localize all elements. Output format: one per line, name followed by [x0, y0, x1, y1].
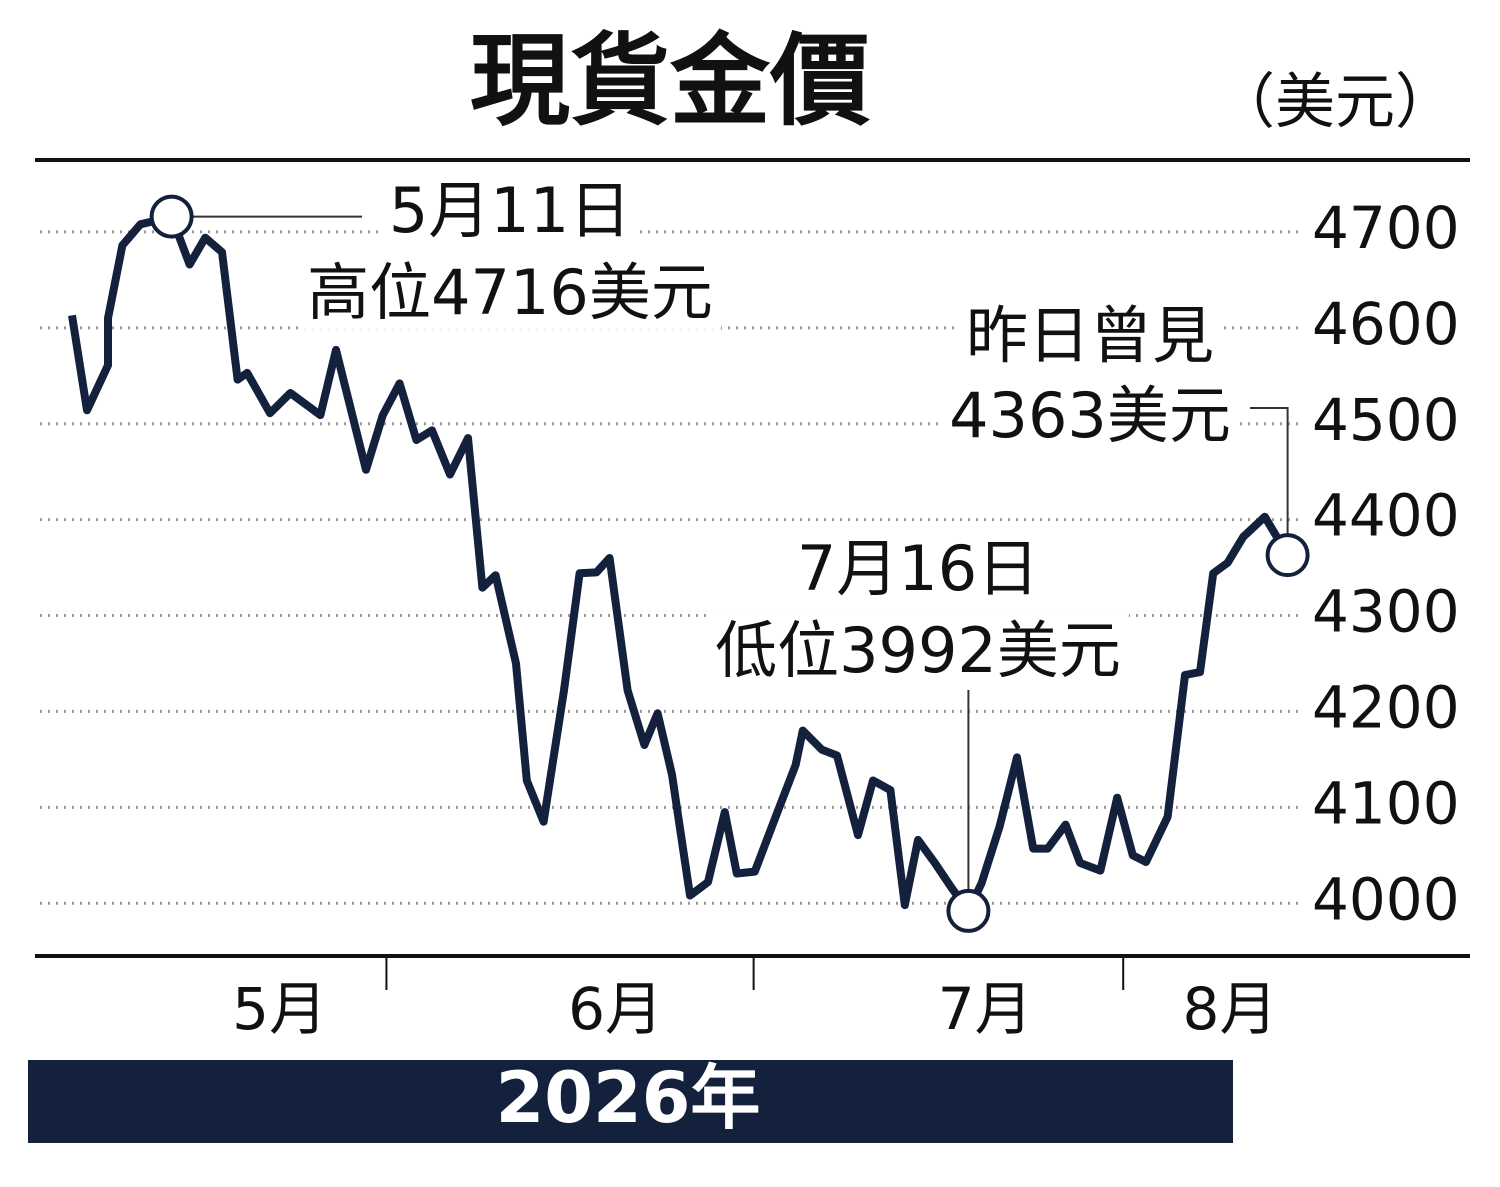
- price-line: [68, 212, 1292, 915]
- y-tick-label: 4100: [1312, 769, 1460, 837]
- x-tick-label: 6月: [568, 975, 663, 1043]
- marker: [946, 888, 991, 933]
- annotation-text: 昨日曾見: [966, 299, 1214, 372]
- annotation-bg: [380, 174, 640, 248]
- annotation-text: 5月11日: [389, 174, 631, 247]
- annotation-text: 低位3992美元: [715, 614, 1121, 687]
- annotation-text: 高位4716美元: [307, 256, 713, 329]
- y-tick-label: 4600: [1312, 290, 1460, 358]
- x-tick-label: 7月: [938, 975, 1033, 1043]
- year-label: 2026年: [496, 1057, 761, 1139]
- y-tick-label: 4500: [1312, 386, 1460, 454]
- annotation-bg: [707, 614, 1129, 688]
- unit-label: （美元）: [1215, 68, 1455, 138]
- y-tick-label: 4400: [1312, 482, 1460, 550]
- annotation-bg: [299, 256, 721, 330]
- leader-line: [1250, 407, 1289, 536]
- y-tick-label: 4300: [1312, 578, 1460, 646]
- x-tick-label: 5月: [232, 975, 327, 1043]
- annotation-text: 4363美元: [949, 379, 1231, 452]
- marker: [1265, 533, 1310, 578]
- marker: [149, 194, 194, 239]
- annotation-bg: [941, 379, 1239, 453]
- annotation-bg: [788, 532, 1048, 606]
- y-tick-label: 4200: [1312, 674, 1460, 742]
- annotation-text: 7月16日: [797, 532, 1039, 605]
- annotation-bg: [957, 299, 1223, 373]
- y-tick-label: 4700: [1312, 194, 1460, 262]
- x-tick-label: 8月: [1183, 975, 1278, 1043]
- year-bar: [28, 1060, 1233, 1143]
- y-tick-label: 4000: [1312, 865, 1460, 933]
- chart-title: 現貨金價: [470, 22, 870, 139]
